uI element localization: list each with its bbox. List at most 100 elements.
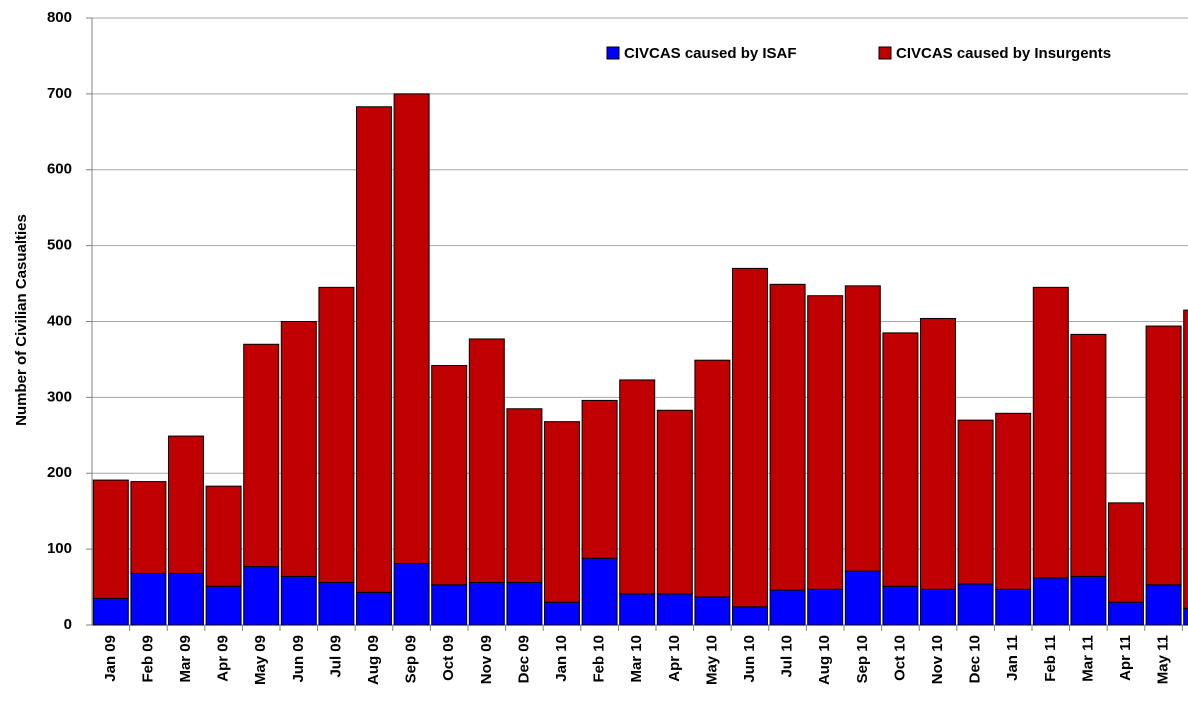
y-tick-label: 800 (47, 9, 72, 26)
x-tick-label: Jul 10 (779, 635, 796, 678)
bar-segment (393, 93, 430, 565)
x-tick-label: Feb 09 (139, 635, 156, 683)
bar-segment (995, 412, 1032, 590)
bar-segment (92, 597, 129, 626)
bar-segment (844, 570, 881, 626)
bar-segment (1145, 325, 1182, 586)
bar-segment (1145, 584, 1182, 626)
x-tick-label: Sep 09 (403, 635, 420, 683)
x-tick-label: Nov 09 (478, 635, 495, 684)
y-tick-label: 400 (47, 312, 72, 329)
bar-segment (1070, 575, 1107, 626)
x-tick-label: Oct 10 (891, 635, 908, 681)
bar-segment (393, 563, 430, 626)
bar-segment (957, 419, 994, 585)
bar-segment (694, 359, 731, 598)
bar-segment (882, 332, 919, 587)
bar-segment (168, 572, 204, 626)
bar-segment (619, 593, 656, 626)
bar-segment (280, 575, 317, 626)
y-tick-label: 0 (64, 616, 72, 633)
x-tick-label: Apr 10 (666, 635, 683, 682)
x-tick-label: Dec 10 (967, 635, 984, 683)
bar-segment (656, 593, 693, 626)
x-tick-label: Aug 10 (816, 635, 833, 685)
x-tick-label: Apr 11 (1117, 635, 1134, 681)
bar-segment (1032, 286, 1069, 579)
bar-segment (656, 409, 693, 595)
x-tick-label: May 10 (703, 635, 720, 685)
bar-segment (769, 589, 806, 626)
x-tick-label: Dec 09 (515, 635, 532, 683)
bar-segment (882, 585, 919, 626)
bar-segment (356, 591, 392, 626)
x-tick-label: Feb 11 (1042, 635, 1059, 682)
bar-segment (130, 481, 167, 574)
legend-label: CIVCAS caused by ISAF (624, 45, 797, 62)
x-tick-label: Jun 10 (741, 635, 758, 683)
bar-segment (1183, 309, 1188, 609)
y-tick-label: 700 (47, 85, 72, 102)
bar-segment (544, 601, 580, 626)
bar-segment (995, 588, 1032, 626)
bar-segment (243, 343, 280, 568)
legend-swatch (606, 46, 620, 60)
bar-segment (619, 379, 656, 595)
x-tick-label: Jun 09 (290, 635, 307, 683)
x-tick-label: Mar 09 (177, 635, 194, 683)
x-tick-label: Nov 10 (929, 635, 946, 684)
bar-segment (205, 585, 242, 626)
bar-segment (468, 582, 505, 626)
legend-swatch (878, 46, 892, 60)
x-tick-label: Jan 10 (553, 635, 570, 682)
bar-segment (280, 321, 317, 577)
x-tick-label: Aug 09 (365, 635, 382, 685)
x-tick-label: Mar 10 (628, 635, 645, 683)
bar-segment (581, 399, 618, 559)
bar-segment (694, 596, 731, 626)
bar-segment (92, 479, 129, 599)
x-tick-label: Jan 11 (1004, 635, 1021, 681)
bar-segment (769, 283, 806, 591)
x-tick-label: Feb 10 (591, 635, 608, 683)
bar-segment (356, 106, 392, 593)
bar-segment (957, 583, 994, 626)
x-tick-label: May 11 (1155, 635, 1172, 684)
x-tick-label: Mar 11 (1079, 635, 1096, 682)
bar-segment (1108, 601, 1144, 626)
y-tick-label: 200 (47, 464, 72, 481)
bar-segment (581, 557, 618, 626)
bar-segment (318, 286, 355, 584)
bar-segment (431, 365, 468, 586)
bar-segment (807, 588, 844, 626)
x-tick-label: May 09 (252, 635, 269, 685)
x-tick-label: Oct 09 (440, 635, 457, 681)
bar-segment (1070, 333, 1107, 577)
legend-label: CIVCAS caused by Insurgents (896, 45, 1111, 62)
bar-segment (168, 435, 204, 574)
bar-segment (920, 317, 956, 590)
bar-segment (318, 582, 355, 626)
bar-segment (506, 582, 543, 626)
y-axis-title: Number of Civilian Casualties (13, 214, 30, 426)
y-tick-label: 100 (47, 540, 72, 557)
bar-segment (130, 572, 167, 626)
bar-segment (243, 566, 280, 626)
bar-segment (431, 584, 468, 626)
bar-segment (1032, 577, 1069, 626)
bar-segment (506, 408, 543, 584)
x-tick-label: Jan 09 (102, 635, 119, 682)
x-tick-label: Apr 09 (215, 635, 232, 682)
bar-segment (544, 421, 580, 603)
x-tick-label: Sep 10 (854, 635, 871, 683)
bar-segment (920, 588, 956, 626)
bar-segment (844, 285, 881, 572)
bar-segment (1108, 502, 1144, 603)
x-tick-label: Jul 09 (327, 635, 344, 678)
bar-segment (807, 295, 844, 590)
y-tick-label: 600 (47, 161, 72, 178)
y-tick-label: 500 (47, 237, 72, 254)
bar-segment (1183, 607, 1188, 626)
bar-segment (732, 267, 768, 608)
